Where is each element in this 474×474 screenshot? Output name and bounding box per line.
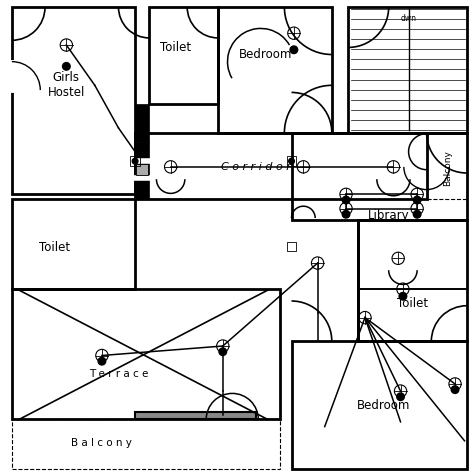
- Bar: [292, 341, 467, 469]
- Bar: [358, 220, 467, 341]
- Bar: [149, 7, 218, 104]
- Text: dwn: dwn: [401, 15, 417, 23]
- Bar: [136, 164, 148, 175]
- Circle shape: [413, 210, 421, 218]
- Text: T e r r a c e: T e r r a c e: [89, 369, 148, 380]
- Bar: [287, 156, 296, 166]
- Circle shape: [342, 196, 350, 204]
- Bar: [12, 289, 280, 419]
- Bar: [287, 242, 296, 251]
- Circle shape: [290, 46, 298, 54]
- Text: Bedroom: Bedroom: [357, 399, 410, 412]
- Text: B a l c o n y: B a l c o n y: [72, 438, 132, 448]
- Circle shape: [132, 158, 138, 164]
- Text: Library: Library: [368, 209, 410, 222]
- Circle shape: [63, 63, 70, 70]
- Bar: [218, 7, 332, 133]
- Circle shape: [289, 158, 294, 164]
- Text: Girls
Hostel: Girls Hostel: [48, 71, 85, 100]
- Bar: [135, 142, 149, 199]
- Text: C o r r i d o r: C o r r i d o r: [221, 162, 291, 172]
- Text: Toilet: Toilet: [39, 241, 70, 254]
- Bar: [348, 7, 467, 133]
- Circle shape: [98, 357, 106, 365]
- Bar: [12, 7, 135, 194]
- Circle shape: [413, 196, 421, 204]
- Bar: [135, 412, 256, 419]
- Circle shape: [397, 393, 404, 401]
- Bar: [427, 133, 467, 199]
- Bar: [135, 104, 149, 142]
- Circle shape: [451, 386, 459, 393]
- Circle shape: [399, 292, 407, 300]
- Bar: [130, 156, 140, 166]
- Text: Toilet: Toilet: [397, 297, 428, 310]
- Text: Balcony: Balcony: [444, 150, 452, 186]
- Circle shape: [219, 348, 227, 356]
- Text: Bedroom: Bedroom: [239, 48, 292, 61]
- Bar: [12, 199, 135, 289]
- Bar: [12, 419, 280, 469]
- Circle shape: [342, 210, 350, 218]
- Text: Toilet: Toilet: [160, 41, 191, 54]
- Bar: [135, 133, 427, 199]
- Bar: [292, 133, 467, 220]
